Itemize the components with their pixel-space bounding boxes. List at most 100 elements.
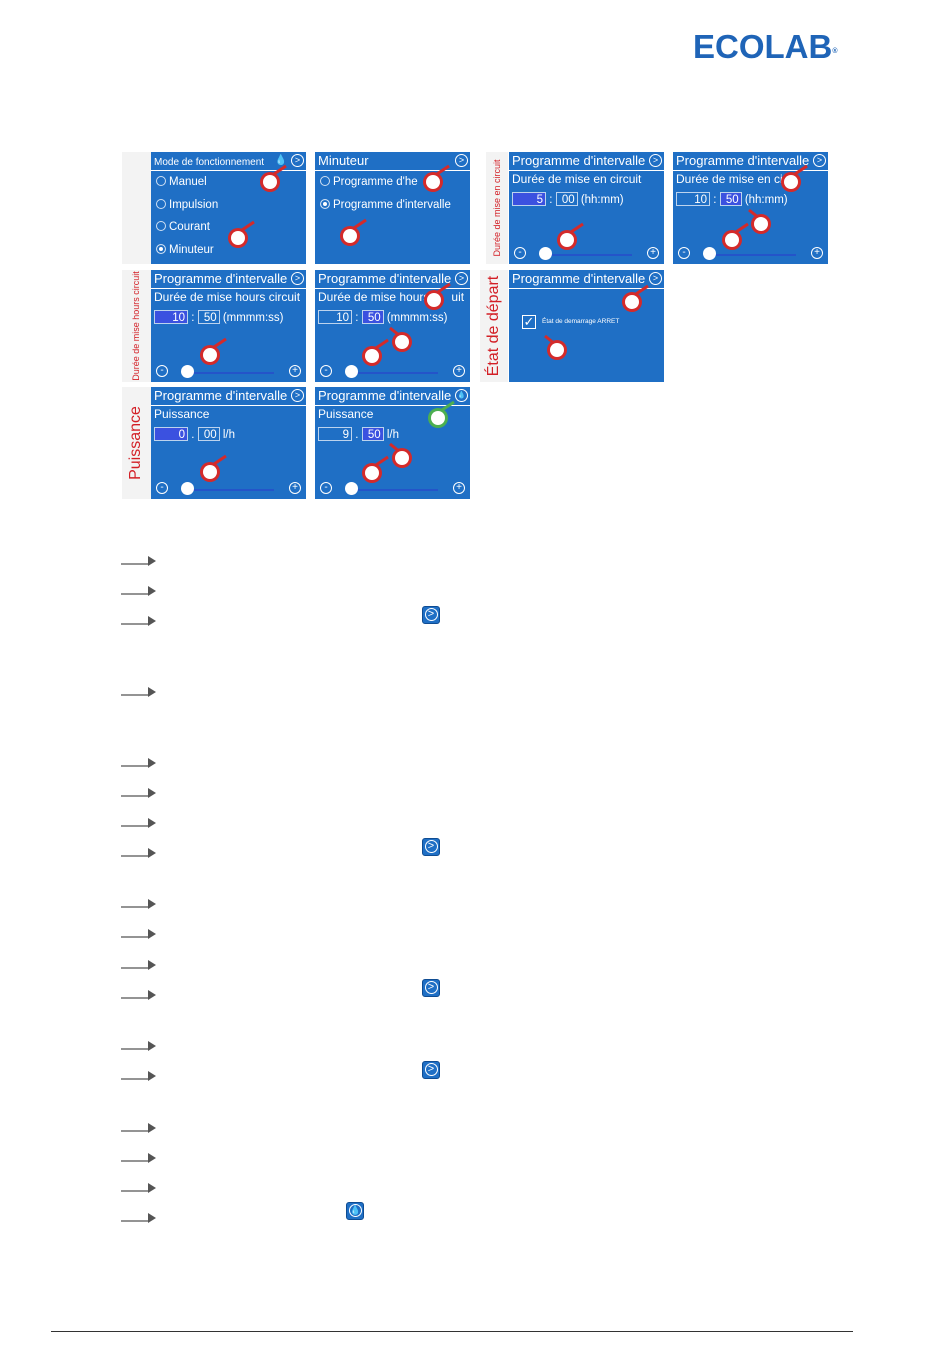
next-button[interactable]: >	[455, 272, 468, 285]
slider-track[interactable]	[543, 254, 632, 256]
minutes-field[interactable]: 10	[318, 310, 352, 324]
next-button[interactable]: >	[291, 154, 304, 167]
minus-button[interactable]: -	[514, 247, 526, 259]
screen-puissance-2: Programme d'intervalle 💧 Puissance 9 . 5…	[315, 387, 470, 499]
step-arrow-icon	[121, 815, 157, 829]
hand-pointer-icon	[423, 164, 450, 192]
screen-title: Programme d'intervalle	[318, 271, 452, 286]
drop-button[interactable]: 💧	[455, 389, 468, 402]
slider-track[interactable]	[349, 372, 438, 374]
hand-pointer-icon	[781, 164, 808, 192]
screen-title: Programme d'intervalle	[512, 271, 646, 286]
side-panel-puissance: Puissance	[122, 387, 151, 499]
screen-title: Programme d'intervalle	[154, 388, 288, 403]
next-button[interactable]: >	[291, 272, 304, 285]
next-button[interactable]: >	[291, 389, 304, 402]
seconds-field[interactable]: 50	[361, 310, 384, 324]
hours-field[interactable]: 5	[512, 192, 546, 206]
minus-button[interactable]: -	[320, 482, 332, 494]
slider-track[interactable]	[185, 489, 274, 491]
checkmark-icon: ✓	[523, 314, 535, 329]
drop-icon[interactable]: 💧	[274, 155, 287, 166]
seconds-field[interactable]: 50	[197, 310, 220, 324]
step-arrow-icon	[121, 755, 157, 769]
option-programme-horaire[interactable]: Programme d'he	[320, 175, 418, 189]
option-minuteur[interactable]: Minuteur	[156, 243, 214, 257]
side-label-duree-hours: Durée de mise hours circuit	[131, 271, 141, 381]
screen-subtitle: Durée de mise hours circuit	[154, 290, 301, 304]
next-button[interactable]: >	[649, 154, 662, 167]
screen-duree-hours-2: Programme d'intervalle > Durée de mise h…	[315, 270, 470, 382]
next-button[interactable]: >	[813, 154, 826, 167]
decimal-field[interactable]: 50	[361, 427, 384, 441]
integer-field[interactable]: 9	[318, 427, 352, 441]
minus-button[interactable]: -	[320, 365, 332, 377]
step-arrow-icon	[121, 845, 157, 859]
unit-label: (hh:mm)	[580, 194, 624, 206]
step-arrow-icon	[121, 583, 157, 597]
option-courant[interactable]: Courant	[156, 220, 210, 234]
minutes-field[interactable]: 00	[555, 192, 578, 206]
side-label-duree-circuit: Durée de mise en circuit	[492, 159, 502, 257]
step-arrow-icon	[121, 1210, 157, 1224]
radio-icon	[320, 176, 330, 186]
slider-knob[interactable]	[181, 365, 194, 378]
minus-button[interactable]: -	[678, 247, 690, 259]
footer-divider	[51, 1331, 853, 1332]
screen-title: Programme d'intervalle	[676, 153, 810, 168]
plus-button[interactable]: +	[811, 247, 823, 259]
screen-subtitle: Durée de mise hours uit	[318, 290, 465, 304]
slider-knob[interactable]	[181, 482, 194, 495]
minus-button[interactable]: -	[156, 365, 168, 377]
next-button[interactable]: >	[649, 272, 662, 285]
radio-icon	[156, 199, 166, 209]
next-button-icon: >	[422, 1061, 440, 1079]
divider	[315, 288, 470, 289]
start-state-checkbox[interactable]: ✓	[522, 315, 536, 329]
screen-subtitle: Durée de mise en circuit	[512, 172, 642, 186]
step-arrow-icon	[121, 1038, 157, 1052]
slider-knob[interactable]	[345, 365, 358, 378]
next-button[interactable]: >	[455, 154, 468, 167]
slider-knob[interactable]	[345, 482, 358, 495]
plus-button[interactable]: +	[289, 482, 301, 494]
hand-pointer-icon	[362, 455, 389, 483]
plus-button[interactable]: +	[453, 365, 465, 377]
screen-puissance-1: Programme d'intervalle > Puissance 0 . 0…	[151, 387, 306, 499]
hand-pointer-icon	[722, 222, 749, 250]
divider	[509, 170, 664, 171]
option-programme-intervalle[interactable]: Programme d'intervalle	[320, 198, 451, 212]
slider-knob[interactable]	[539, 247, 552, 260]
hand-pointer-icon	[389, 326, 412, 352]
plus-button[interactable]: +	[289, 365, 301, 377]
option-manuel[interactable]: Manuel	[156, 175, 207, 189]
minutes-field[interactable]: 10	[154, 310, 188, 324]
slider-knob[interactable]	[703, 247, 716, 260]
option-impulsion[interactable]: Impulsion	[156, 198, 218, 212]
screen-duree-circuit-1: Programme d'intervalle > Durée de mise e…	[509, 152, 664, 264]
slider-track[interactable]	[185, 372, 274, 374]
slider-track[interactable]	[349, 489, 438, 491]
divider	[509, 288, 664, 289]
integer-field[interactable]: 0	[154, 427, 188, 441]
divider	[673, 170, 828, 171]
step-arrow-icon	[121, 684, 157, 698]
hand-pointer-icon	[748, 208, 771, 234]
divider	[315, 170, 470, 171]
divider	[151, 288, 306, 289]
minutes-field[interactable]: 50	[719, 192, 742, 206]
plus-button[interactable]: +	[453, 482, 465, 494]
hours-field[interactable]: 10	[676, 192, 710, 206]
step-arrow-icon	[121, 926, 157, 940]
hand-pointer-icon	[362, 338, 389, 366]
hand-pointer-icon	[557, 222, 584, 250]
slider-track[interactable]	[707, 254, 796, 256]
slider-bar: - +	[315, 362, 470, 382]
screen-etat-depart: Programme d'intervalle > ✓ État de demar…	[509, 270, 664, 382]
minus-button[interactable]: -	[156, 482, 168, 494]
divider	[315, 405, 470, 406]
side-panel-empty-1	[122, 152, 151, 264]
slider-bar: - +	[673, 244, 828, 264]
plus-button[interactable]: +	[647, 247, 659, 259]
decimal-field[interactable]: 00	[197, 427, 220, 441]
